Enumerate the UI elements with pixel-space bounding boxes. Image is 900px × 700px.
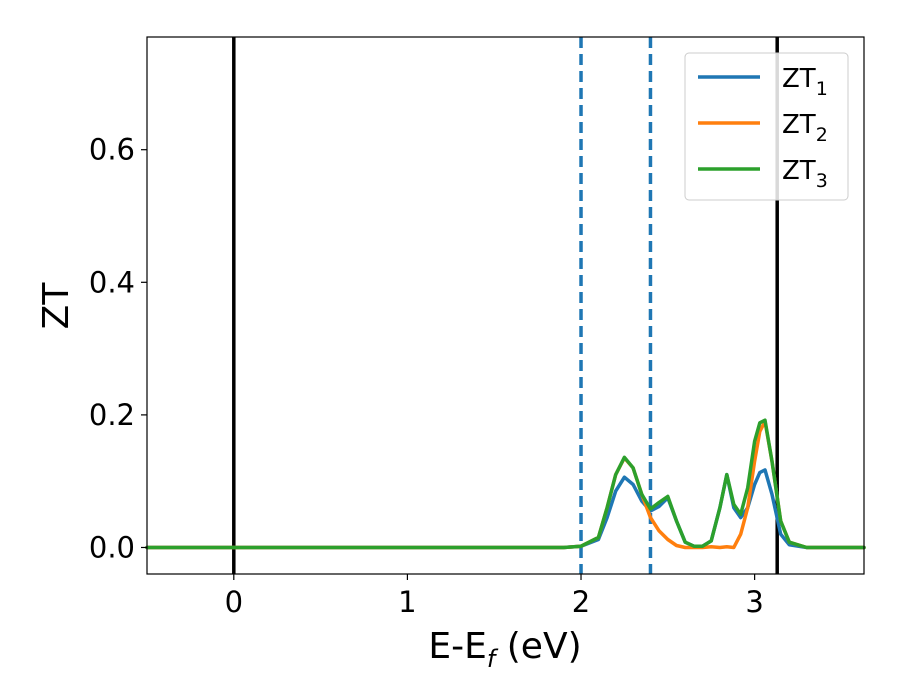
legend: ZT1 ZT2 ZT3 — [684, 52, 849, 201]
y-tick-label: 0.2 — [89, 398, 135, 432]
legend-label-zt2: ZT2 — [782, 110, 828, 146]
x-axis-ticks: 0 1 2 3 — [225, 574, 764, 619]
legend-label-zt1: ZT1 — [782, 64, 828, 100]
y-tick-label: 0.0 — [89, 530, 135, 564]
x-tick-label: 3 — [745, 585, 763, 619]
plot-frame — [146, 36, 865, 575]
legend-box — [684, 52, 849, 201]
legend-label-zt3: ZT3 — [782, 156, 828, 192]
x-tick-label: 0 — [225, 585, 243, 619]
x-axis-label: E-Ef (eV) — [428, 626, 581, 673]
x-tick-label: 1 — [398, 585, 416, 619]
x-tick-label: 2 — [572, 585, 590, 619]
data-series — [145, 418, 866, 550]
y-axis-label: ZT — [36, 282, 77, 330]
y-axis-ticks: 0.0 0.2 0.4 0.6 — [89, 133, 147, 564]
y-tick-label: 0.6 — [89, 133, 135, 167]
y-tick-label: 0.4 — [89, 265, 135, 299]
series-line-zt3 — [145, 418, 866, 550]
